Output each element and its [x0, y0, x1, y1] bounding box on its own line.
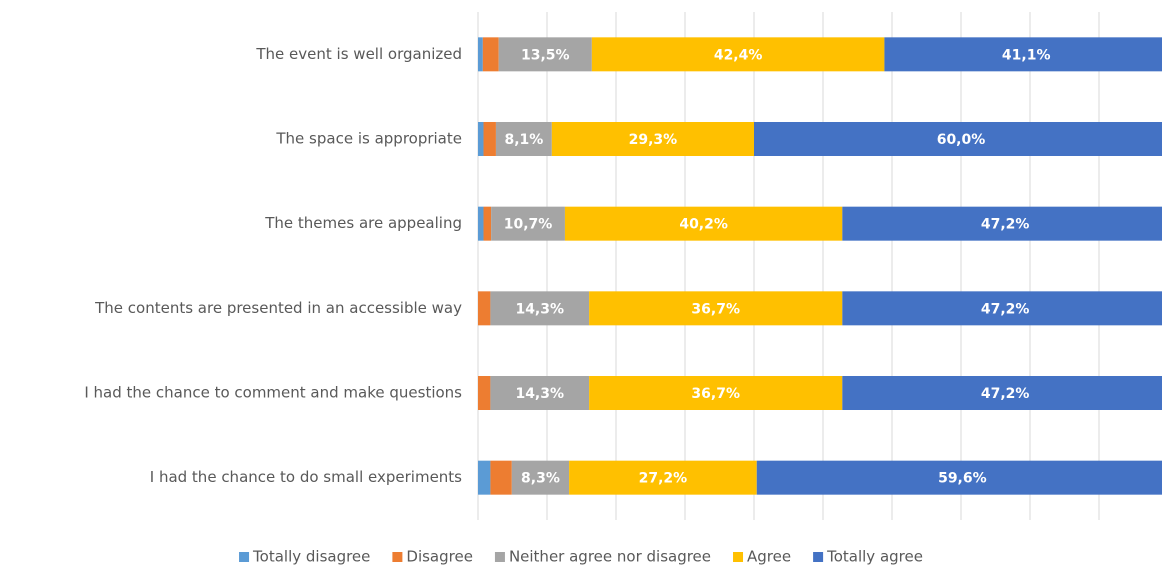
legend-swatch: [733, 552, 744, 562]
bar-segment: [495, 122, 552, 156]
category-label: The contents are presented in an accessi…: [94, 299, 462, 317]
bar-segment: [842, 206, 1162, 241]
bar-segment: [498, 37, 592, 72]
bar-segment: [511, 460, 570, 495]
bar-segment: [591, 37, 885, 72]
value-label: 10,7%: [504, 217, 553, 233]
bar-segment: [491, 206, 565, 241]
value-label: 40,2%: [679, 217, 728, 233]
bar-segment: [490, 460, 512, 495]
category-label: The themes are appealing: [264, 214, 462, 232]
category-label: The space is appropriate: [275, 130, 462, 148]
bar-segment: [589, 376, 843, 410]
legend-swatch: [813, 552, 824, 562]
value-label: 60,0%: [937, 132, 986, 148]
legend-label: Disagree: [406, 548, 473, 566]
bar-segment: [754, 122, 1162, 156]
category-label: I had the chance to do small experiments: [150, 468, 462, 486]
value-label: 47,2%: [981, 217, 1030, 233]
bar-segment: [490, 291, 590, 326]
legend-label: Totally agree: [826, 548, 923, 566]
value-label: 47,2%: [981, 301, 1030, 317]
bar-segment: [569, 460, 757, 495]
value-label: 8,1%: [504, 132, 543, 148]
category-label: I had the chance to comment and make que…: [84, 384, 462, 402]
legend-label: Totally disagree: [252, 548, 370, 566]
value-label: 8,3%: [521, 471, 560, 487]
legend-label: Agree: [747, 548, 791, 566]
value-label: 47,2%: [981, 386, 1030, 402]
bar-segment: [589, 291, 843, 326]
bar-segment: [478, 37, 483, 72]
bar-segment: [756, 460, 1162, 495]
bar-segment: [483, 206, 492, 241]
bar-segment: [482, 37, 499, 72]
legend-swatch: [494, 552, 505, 562]
value-label: 13,5%: [521, 47, 570, 63]
value-label: 14,3%: [515, 386, 564, 402]
value-label: 14,3%: [515, 301, 564, 317]
bar-segment: [478, 376, 491, 410]
bar-segment: [478, 122, 484, 156]
bar-segment: [564, 206, 843, 241]
value-label: 41,1%: [1002, 47, 1051, 63]
value-label: 42,4%: [714, 47, 763, 63]
value-label: 29,3%: [629, 132, 678, 148]
bar-segment: [842, 291, 1162, 326]
legend-swatch: [239, 552, 250, 562]
bar-segment: [551, 122, 754, 156]
legend-label: Neither agree nor disagree: [509, 548, 711, 566]
value-label: 36,7%: [691, 386, 740, 402]
bar-segment: [884, 37, 1162, 72]
value-label: 27,2%: [639, 471, 688, 487]
category-label: The event is well organized: [255, 45, 462, 63]
legend-swatch: [392, 552, 403, 562]
bar-segment: [842, 376, 1162, 410]
bar-segment: [478, 206, 484, 241]
value-label: 36,7%: [691, 301, 740, 317]
bar-segment: [478, 291, 491, 326]
bar-segment: [478, 460, 491, 495]
bar-segment: [490, 376, 590, 410]
bar-segment: [483, 122, 496, 156]
value-label: 59,6%: [938, 471, 987, 487]
